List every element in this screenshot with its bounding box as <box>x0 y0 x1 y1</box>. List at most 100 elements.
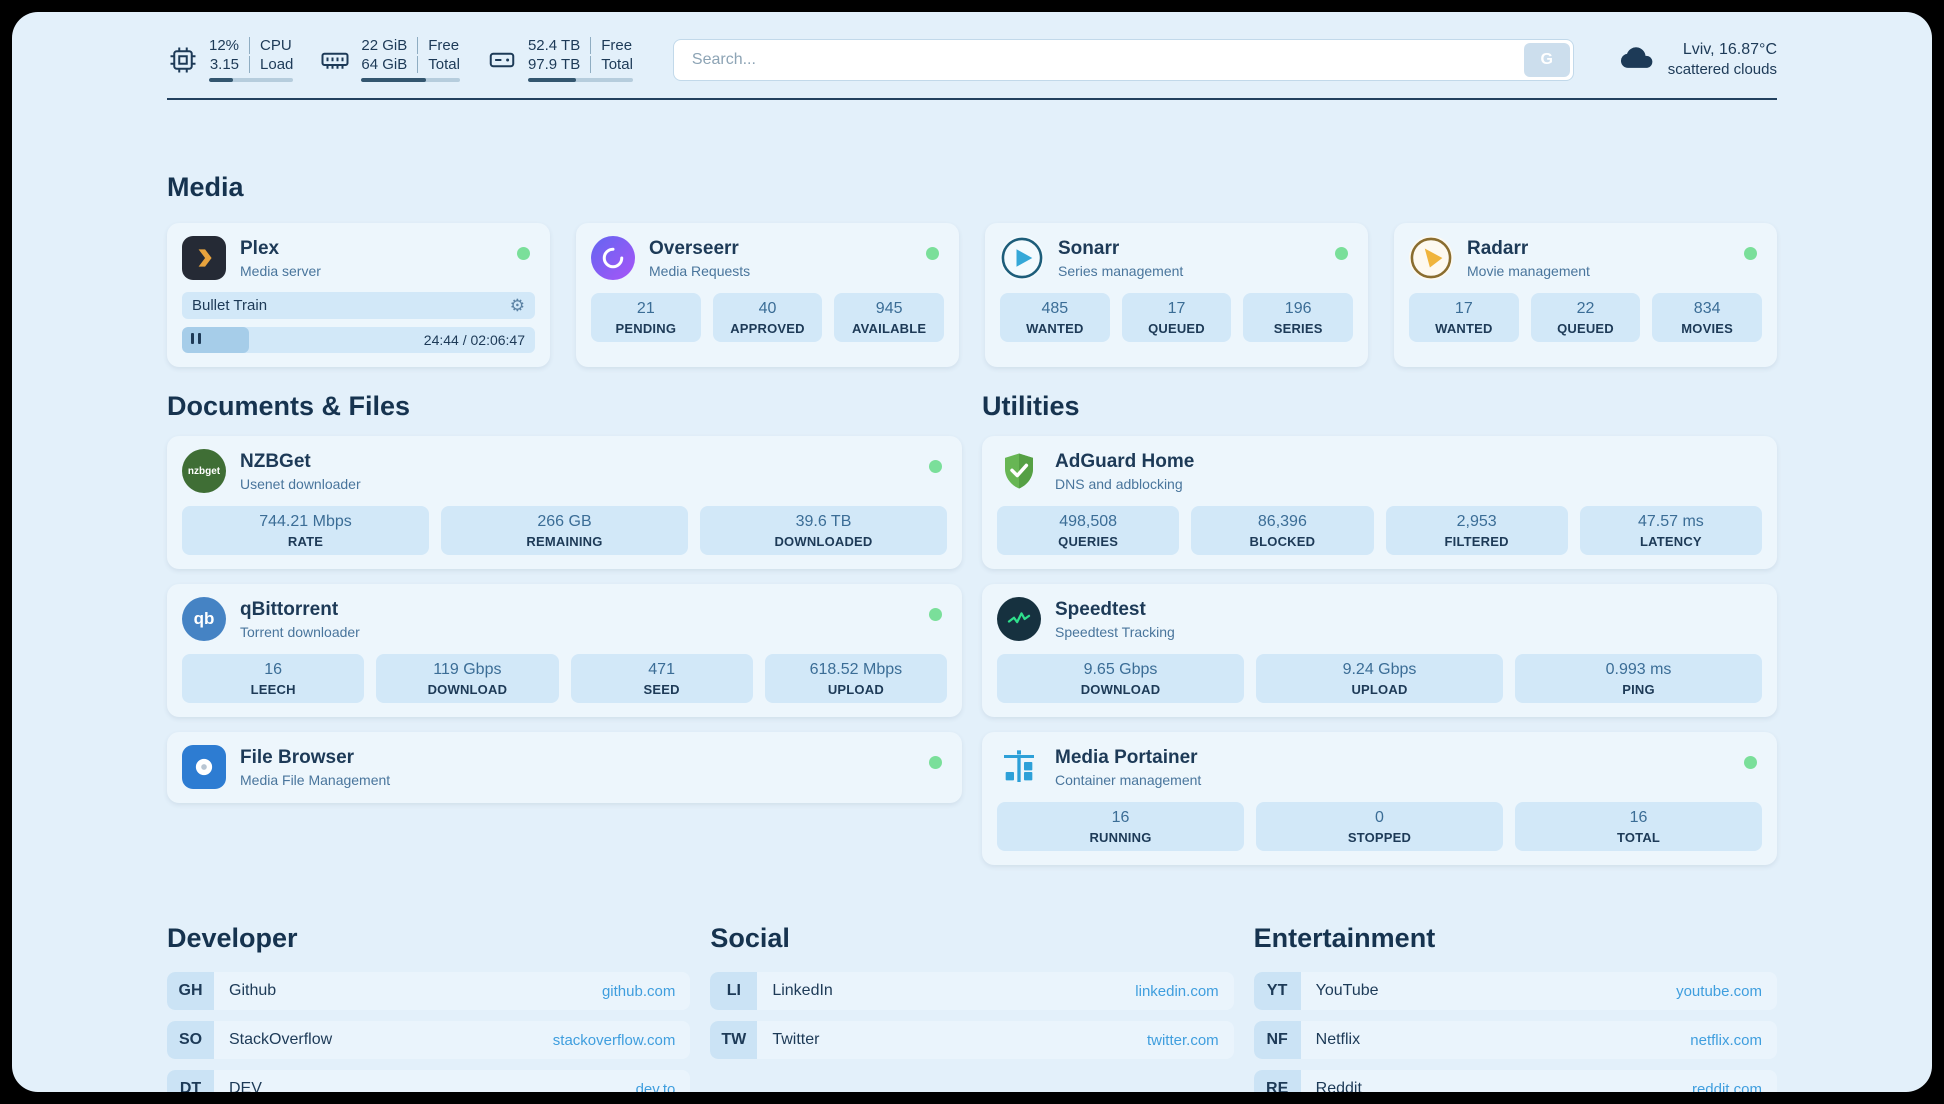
overseerr-icon <box>591 236 635 280</box>
qbittorrent-app-link[interactable]: qb qBittorrent Torrent downloader <box>182 597 947 641</box>
portainer-stat-running: 16 RUNNING <box>997 802 1244 851</box>
filebrowser-icon <box>182 745 226 789</box>
qbittorrent-title: qBittorrent <box>240 598 339 620</box>
bookmark-netflix[interactable]: NF Netflix netflix.com <box>1253 1021 1777 1059</box>
adguard-stat-blocked: 86,396 BLOCKED <box>1191 506 1374 555</box>
qbittorrent-stat-download: 119 Gbps DOWNLOAD <box>376 654 559 703</box>
section-utilities: Utilities AdGuard Home <box>982 391 1777 865</box>
github-url[interactable]: github.com <box>601 982 676 1000</box>
twitter-abbr: TW <box>710 1021 758 1059</box>
topbar: 12% CPU 3.15 Load <box>167 37 1777 82</box>
pause-icon[interactable] <box>191 331 202 349</box>
filebrowser-title: File Browser <box>240 746 355 768</box>
cpu-icon <box>167 44 199 76</box>
portainer-stat-stopped: 0 STOPPED <box>1256 802 1503 851</box>
utilities-section-title: Utilities <box>982 391 1080 421</box>
portainer-app-link[interactable]: Media Portainer Container management <box>997 745 1762 789</box>
speedtest-icon <box>997 597 1041 641</box>
nzbget-subtitle: Usenet downloader <box>240 475 361 492</box>
reddit-url[interactable]: reddit.com <box>1691 1080 1762 1093</box>
linkedin-url[interactable]: linkedin.com <box>1135 982 1219 1000</box>
filebrowser-app-link[interactable]: File Browser Media File Management <box>182 745 947 789</box>
speedtest-app-link[interactable]: Speedtest Speedtest Tracking <box>997 597 1762 641</box>
overseerr-title: Overseerr <box>649 237 739 259</box>
media-section-title: Media <box>167 172 244 202</box>
memory-total-value: 64 GiB <box>361 56 408 73</box>
youtube-url[interactable]: youtube.com <box>1676 982 1762 1000</box>
plex-subtitle: Media server <box>240 262 321 279</box>
dev-url[interactable]: dev.to <box>635 1080 676 1093</box>
radarr-app-link[interactable]: Radarr Movie management <box>1409 236 1762 280</box>
sonarr-app-link[interactable]: Sonarr Series management <box>1000 236 1353 280</box>
memory-progress-track <box>361 78 460 82</box>
cloud-icon <box>1616 37 1656 82</box>
search-provider-button[interactable]: G <box>1523 42 1570 77</box>
weather-widget: Lviv, 16.87°C scattered clouds <box>1616 37 1777 82</box>
cpu-label: CPU <box>249 37 293 54</box>
overseerr-stat-approved: 40 APPROVED <box>712 293 823 342</box>
bookmark-github[interactable]: GH Github github.com <box>167 972 691 1010</box>
system-widgets: 12% CPU 3.15 Load <box>167 37 633 82</box>
memory-total-label: Total <box>417 56 460 73</box>
card-overseerr: Overseerr Media Requests 21 PENDING 40 A… <box>576 223 959 367</box>
card-qbittorrent: qb qBittorrent Torrent downloader 16 LEE… <box>167 584 962 717</box>
section-documents: Documents & Files nzbget NZBGet Usenet d… <box>167 391 962 865</box>
disk-widget: 52.4 TB Free 97.9 TB Total <box>486 37 633 82</box>
overseerr-app-link[interactable]: Overseerr Media Requests <box>591 236 944 280</box>
disk-free-label: Free <box>590 37 633 54</box>
portainer-subtitle: Container management <box>1055 771 1202 788</box>
adguard-icon <box>997 449 1041 493</box>
adguard-stat-filtered: 2,953 FILTERED <box>1385 506 1568 555</box>
section-media: Media Plex Media server <box>167 172 1777 367</box>
entertainment-section-title: Entertainment <box>1253 923 1436 953</box>
qbittorrent-stat-seed: 471 SEED <box>570 654 753 703</box>
nzbget-status-dot <box>929 460 942 473</box>
radarr-stat-movies: 834 MOVIES <box>1652 293 1762 342</box>
memory-free-label: Free <box>417 37 460 54</box>
bookmark-dev[interactable]: DT DEV dev.to <box>167 1070 691 1093</box>
reddit-abbr: RE <box>1253 1070 1301 1092</box>
gear-icon[interactable]: ⚙ <box>509 296 525 315</box>
bookmark-youtube[interactable]: YT YouTube youtube.com <box>1253 972 1777 1010</box>
netflix-url[interactable]: netflix.com <box>1690 1031 1762 1049</box>
qbittorrent-status-dot <box>929 608 942 621</box>
overseerr-subtitle: Media Requests <box>649 262 751 279</box>
overseerr-status-dot <box>926 247 939 260</box>
twitter-url[interactable]: twitter.com <box>1146 1031 1219 1049</box>
disk-total-value: 97.9 TB <box>527 56 581 73</box>
sonarr-stat-wanted: 485 WANTED <box>1000 293 1110 342</box>
netflix-name: Netflix <box>1315 1031 1361 1048</box>
dev-name: DEV <box>229 1080 262 1092</box>
disk-progress-track <box>527 78 633 82</box>
radarr-stat-wanted: 17 WANTED <box>1409 293 1519 342</box>
stackoverflow-url[interactable]: stackoverflow.com <box>552 1031 676 1049</box>
cpu-load-value: 3.15 <box>209 56 240 73</box>
memory-free-value: 22 GiB <box>361 37 408 54</box>
netflix-abbr: NF <box>1253 1021 1301 1059</box>
bookmark-reddit[interactable]: RE Reddit reddit.com <box>1253 1070 1777 1093</box>
adguard-app-link[interactable]: AdGuard Home DNS and adblocking <box>997 449 1762 493</box>
card-nzbget: nzbget NZBGet Usenet downloader 744.21 M… <box>167 436 962 569</box>
plex-now-playing: Bullet Train ⚙ <box>182 292 535 319</box>
weather-location: Lviv, 16.87°C <box>1682 41 1777 58</box>
search-input[interactable] <box>672 38 1574 81</box>
card-plex: Plex Media server Bullet Train ⚙ 24:44 / <box>167 223 550 367</box>
speedtest-stat-upload: 9.24 Gbps UPLOAD <box>1256 654 1503 703</box>
dev-abbr: DT <box>167 1070 214 1092</box>
bookmark-twitter[interactable]: TW Twitter twitter.com <box>710 1021 1234 1059</box>
qbittorrent-stat-upload: 618.52 Mbps UPLOAD <box>764 654 947 703</box>
plex-app-link[interactable]: Plex Media server <box>182 236 535 280</box>
cpu-load-label: Load <box>249 56 293 73</box>
radarr-status-dot <box>1744 247 1757 260</box>
nzbget-app-link[interactable]: nzbget NZBGet Usenet downloader <box>182 449 947 493</box>
portainer-status-dot <box>1744 756 1757 769</box>
bookmark-linkedin[interactable]: LI LinkedIn linkedin.com <box>710 972 1234 1010</box>
cpu-progress-fill <box>209 78 233 82</box>
radarr-stat-queued: 22 QUEUED <box>1530 293 1641 342</box>
card-portainer: Media Portainer Container management 16 … <box>982 732 1777 865</box>
qbittorrent-icon: qb <box>182 597 226 641</box>
bookmark-stackoverflow[interactable]: SO StackOverflow stackoverflow.com <box>167 1021 691 1059</box>
youtube-name: YouTube <box>1315 982 1379 999</box>
adguard-stat-queries: 498,508 QUERIES <box>997 506 1180 555</box>
weather-condition: scattered clouds <box>1667 61 1777 78</box>
